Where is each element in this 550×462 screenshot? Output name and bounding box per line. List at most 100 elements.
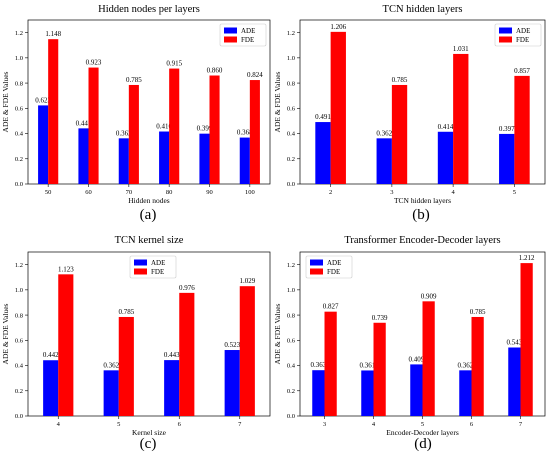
bar-fde xyxy=(520,263,533,416)
bar-ade xyxy=(103,370,119,416)
y-axis-label: ADE & FDE Values xyxy=(273,303,282,364)
value-label-fde: 0.739 xyxy=(372,314,388,322)
bar-ade xyxy=(312,370,325,416)
bar-ade xyxy=(437,131,454,184)
plot-frame xyxy=(27,19,271,185)
legend-swatch-fde xyxy=(134,268,147,275)
x-tick-label: 5 xyxy=(421,421,424,428)
x-tick-label: 6 xyxy=(470,421,474,428)
bar-ade xyxy=(376,138,392,184)
y-tick-label: 0.0 xyxy=(287,413,295,420)
value-label-fde: 0.923 xyxy=(86,59,102,67)
bar-ade xyxy=(43,360,59,416)
y-tick-label: 0.8 xyxy=(287,80,295,87)
value-label-ade: 0.443 xyxy=(164,351,180,359)
x-tick-label: 5 xyxy=(513,189,516,196)
x-tick-label: 100 xyxy=(245,189,255,196)
bar-fde xyxy=(373,322,386,416)
bar-ade xyxy=(159,131,170,184)
y-tick-label: 0.0 xyxy=(287,181,295,188)
bar-ade xyxy=(239,137,250,184)
y-tick-label: 0.6 xyxy=(15,106,24,113)
y-tick-label: 1.2 xyxy=(287,30,295,37)
value-label-fde: 1.123 xyxy=(58,265,74,273)
value-label-ade: 0.441 xyxy=(76,119,92,127)
value-label-fde: 0.785 xyxy=(126,76,142,84)
y-tick-label: 1.0 xyxy=(15,55,23,62)
legend-label-fde: FDE xyxy=(516,36,529,44)
legend-label-ade: ADE xyxy=(516,27,530,35)
y-tick-label: 0.4 xyxy=(15,363,24,370)
chart-hidden-nodes: Hidden nodes per layers 0.0 0.2 0.4 0.6 0.8 1.… xyxy=(1,4,271,205)
bar-ade xyxy=(410,364,423,416)
bar-fde xyxy=(514,75,530,184)
bar-fde xyxy=(453,53,469,185)
legend-swatch-fde xyxy=(310,268,323,275)
y-tick-label: 0.6 xyxy=(15,338,24,345)
y-tick-label: 1.0 xyxy=(15,287,23,294)
x-tick-label: 70 xyxy=(126,189,133,196)
y-tick-label: 0.2 xyxy=(15,388,23,395)
value-label-fde: 1.212 xyxy=(519,254,535,262)
chart-tcn-kernel-size: TCN kernel size 0.0 0.2 0.4 0.6 0.8 1.0 1.2 ADE … xyxy=(1,235,271,437)
x-axis-label: TCN hidden layers xyxy=(394,196,451,205)
bar-fde xyxy=(330,31,346,185)
value-label-fde: 1.148 xyxy=(45,30,61,38)
value-label-ade: 0.368 xyxy=(237,129,253,137)
chart-encoder-decoder-layers: Transformer Encoder-Decoder layers 0.0 0.2… xyxy=(273,235,546,437)
bar-ade xyxy=(499,133,515,184)
x-tick-label: 3 xyxy=(390,189,393,196)
y-axis-label: ADE & FDE Values xyxy=(1,303,10,364)
x-axis-label: Hidden nodes xyxy=(128,196,170,205)
panel-b: TCN hidden layers 0.0 0.2 0.4 0.6 0.8 1.0 1.2 AD… xyxy=(273,0,550,231)
caption-c: (c) xyxy=(139,436,157,452)
y-tick-label: 0.6 xyxy=(287,338,296,345)
bar-fde xyxy=(239,286,255,416)
x-tick-label: 7 xyxy=(238,421,242,428)
y-tick-label: 0.8 xyxy=(15,312,23,319)
x-tick-label: 60 xyxy=(85,189,92,196)
panel-d: Transformer Encoder-Decoder layers 0.0 0.2… xyxy=(273,231,550,462)
bar-ade xyxy=(118,138,129,184)
bar-fde xyxy=(88,67,99,184)
bar-ade xyxy=(508,347,521,416)
legend-swatch-ade xyxy=(224,27,237,34)
value-label-ade: 0.362 xyxy=(103,361,119,369)
value-label-ade: 0.399 xyxy=(197,125,213,133)
value-label-fde: 0.785 xyxy=(470,308,486,316)
bar-fde xyxy=(471,316,484,416)
y-axis-label: ADE & FDE Values xyxy=(273,71,282,132)
value-label-fde: 0.976 xyxy=(179,284,195,292)
x-tick-label: 4 xyxy=(57,421,61,428)
bar-fde xyxy=(169,68,180,184)
legend-swatch-ade xyxy=(134,259,147,266)
x-tick-label: 90 xyxy=(206,189,213,196)
caption-b: (b) xyxy=(412,207,430,223)
y-tick-label: 0.6 xyxy=(287,106,296,113)
bar-fde xyxy=(422,301,435,416)
value-label-fde: 1.029 xyxy=(239,277,255,285)
x-tick-label: 50 xyxy=(45,189,52,196)
y-tick-label: 1.2 xyxy=(287,262,295,269)
panel-a: Hidden nodes per layers 0.0 0.2 0.4 0.6 0.8 1.… xyxy=(0,0,275,231)
bar-ade xyxy=(224,350,240,416)
y-tick-label: 0.2 xyxy=(287,388,295,395)
legend-swatch-ade xyxy=(499,27,512,34)
x-tick-label: 6 xyxy=(178,421,182,428)
caption-a: (a) xyxy=(139,207,157,223)
bar-ade xyxy=(315,122,331,184)
legend-swatch-ade xyxy=(310,259,323,266)
y-tick-label: 0.4 xyxy=(15,131,24,138)
bar-fde xyxy=(128,84,139,184)
plot-frame xyxy=(27,251,271,417)
chart-title: TCN hidden layers xyxy=(383,4,463,15)
value-label-ade: 0.491 xyxy=(315,113,331,121)
bar-fde xyxy=(179,292,195,416)
legend-label-fde: FDE xyxy=(241,36,254,44)
value-label-ade: 0.543 xyxy=(507,338,523,346)
bar-fde xyxy=(118,316,134,416)
value-label-fde: 1.206 xyxy=(330,23,346,31)
y-tick-label: 1.0 xyxy=(287,287,295,294)
x-tick-label: 4 xyxy=(452,189,456,196)
